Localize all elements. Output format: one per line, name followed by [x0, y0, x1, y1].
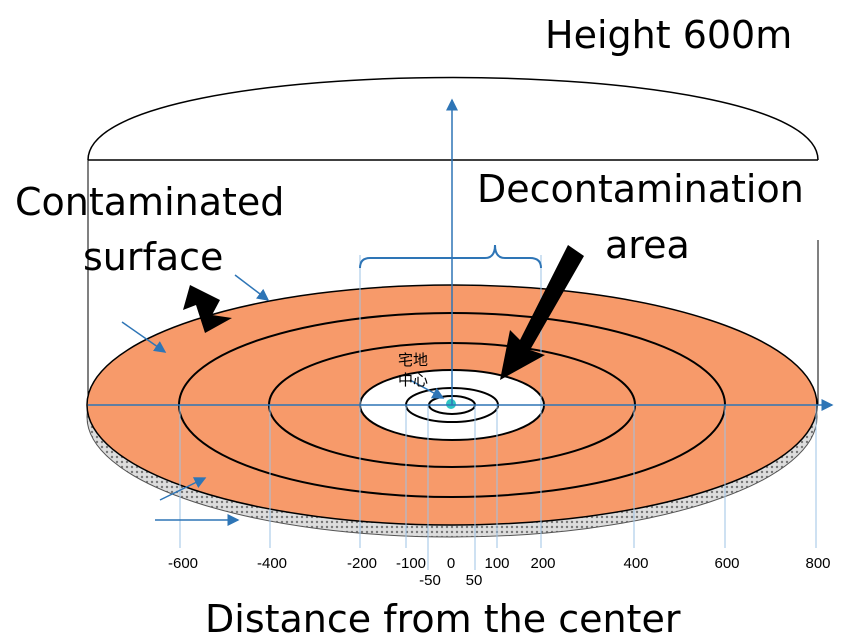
decon-label: area	[605, 223, 690, 267]
dome	[88, 78, 818, 161]
tick-label: 0	[447, 555, 455, 572]
contaminated-label: surface	[83, 235, 223, 279]
tick-label: -100	[396, 555, 426, 572]
tick-label: -50	[419, 572, 441, 589]
tick-labels: -600 -400 -200 -100 0 100 200 400 600 800 -50 50	[168, 555, 831, 589]
tick-label: 100	[484, 555, 509, 572]
diagram: Height 600m Contaminated surface Deconta…	[0, 0, 841, 638]
bracket	[360, 245, 541, 268]
tick-label: 600	[714, 555, 739, 572]
decon-label: Decontamination	[477, 167, 804, 211]
center-label: 宅地	[398, 351, 428, 369]
x-axis-title: Distance from the center	[205, 597, 681, 638]
center-label: 中心	[398, 371, 428, 389]
center-dot	[446, 399, 456, 409]
tick-label: 400	[623, 555, 648, 572]
tick-label: -600	[168, 555, 198, 572]
tick-label: 50	[466, 572, 483, 589]
tick-label: 800	[805, 555, 830, 572]
tick-label: 200	[530, 555, 555, 572]
tick-label: -400	[257, 555, 287, 572]
page: {"height_label": "Height 600m", "contami…	[0, 0, 841, 638]
contaminated-label: Contaminated	[15, 180, 284, 224]
height-label: Height 600m	[545, 13, 792, 57]
tick-label: -200	[347, 555, 377, 572]
